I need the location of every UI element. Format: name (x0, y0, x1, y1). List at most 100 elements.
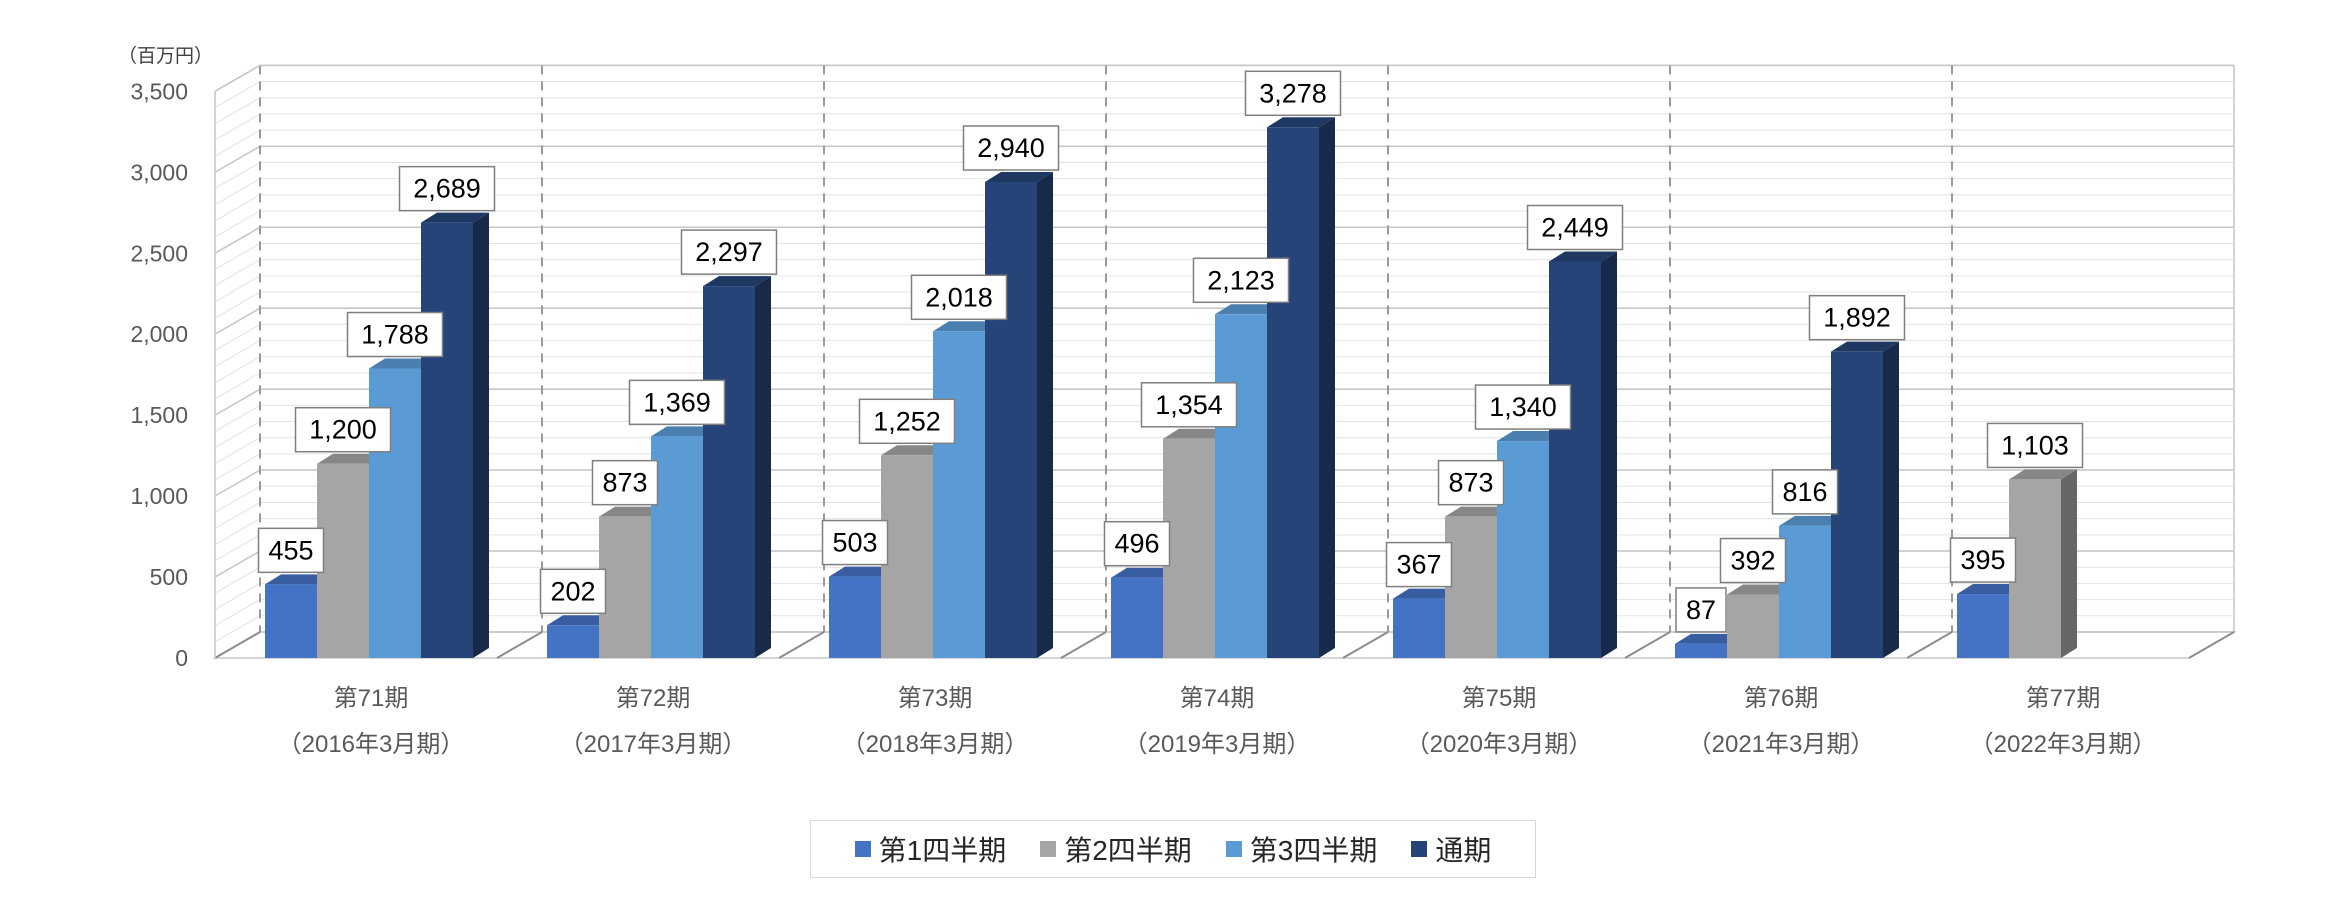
bar-top (265, 574, 333, 585)
floor-divider (496, 631, 543, 659)
data-label: 202 (539, 568, 607, 615)
bar (421, 212, 489, 659)
legend-item: 第1四半期 (854, 829, 1006, 869)
bar-top (1267, 117, 1335, 128)
legend-swatch (1225, 841, 1242, 857)
side-wall-gridline (214, 356, 261, 384)
data-label: 1,369 (628, 379, 726, 426)
data-label: 816 (1771, 469, 1839, 515)
data-label: 2,297 (680, 229, 778, 275)
data-label-text: 1,103 (2001, 430, 2069, 460)
data-label-text: 1,200 (309, 415, 377, 445)
bar (985, 172, 1053, 658)
bar-top (703, 276, 771, 287)
data-label-text: 873 (602, 468, 647, 498)
bar-top (1779, 515, 1847, 526)
data-label-text: 2,449 (1541, 213, 1609, 243)
bar-top (1163, 428, 1231, 439)
floor-divider (1624, 631, 1671, 659)
category-sublabel: （2016年3月期） (278, 731, 465, 758)
side-wall-gridline (214, 129, 261, 157)
category-sublabel: （2020年3月期） (1406, 731, 1593, 758)
data-label-text: 2,940 (977, 133, 1045, 163)
bar-side (1037, 172, 1053, 658)
legend-swatch (1411, 841, 1428, 857)
side-wall-gridline (214, 372, 261, 400)
data-label-box (1140, 382, 1238, 428)
category-sublabel: （2017年3月期） (560, 731, 747, 758)
bar-front (1497, 441, 1549, 658)
data-label: 1,892 (1808, 294, 1906, 341)
data-label-text: 367 (1396, 550, 1441, 580)
side-wall-gridline (214, 469, 261, 497)
bar-top (829, 566, 897, 577)
side-wall-gridline (214, 210, 261, 238)
category-label: 第77期 (2026, 685, 2101, 712)
data-label-text: 503 (832, 528, 877, 558)
data-label-box (910, 274, 1008, 321)
side-wall-gridline (214, 388, 261, 416)
bar-top (1497, 431, 1565, 442)
side-wall-gridline (214, 340, 261, 368)
data-label-box (628, 379, 726, 426)
bar-top (421, 212, 489, 223)
data-label-text: 2,018 (925, 282, 993, 312)
bar-front (421, 222, 473, 659)
data-label: 87 (1675, 587, 1727, 633)
data-label: 392 (1719, 537, 1787, 584)
bar-front (265, 584, 317, 658)
bar-front (1163, 438, 1215, 658)
data-label-text: 392 (1730, 546, 1775, 576)
bar-top (2009, 469, 2077, 480)
bar-front (829, 576, 881, 658)
data-label-text: 496 (1114, 529, 1159, 559)
bar-top (881, 445, 949, 456)
data-label: 1,788 (346, 311, 444, 358)
floor-divider (214, 631, 261, 659)
y-tick-label: 3,500 (130, 78, 188, 104)
bar-front (2009, 479, 2061, 658)
side-wall-gridline (214, 566, 261, 594)
side-wall-gridline (214, 437, 261, 465)
bar-top (1111, 567, 1179, 578)
bar-top (369, 358, 437, 369)
bar-top (1727, 584, 1795, 595)
bar-front (881, 455, 933, 658)
bar-front (547, 625, 599, 658)
data-label-text: 455 (268, 535, 313, 565)
side-wall-gridline (214, 307, 261, 335)
data-label-text: 2,689 (413, 174, 481, 204)
data-label-box (821, 519, 889, 566)
data-label: 367 (1385, 541, 1453, 588)
side-wall-gridline (214, 291, 261, 319)
bar (2009, 469, 2077, 658)
data-label: 1,340 (1474, 384, 1572, 430)
data-label-box (1719, 537, 1787, 584)
side-wall-gridline (214, 453, 261, 481)
data-label-box (294, 406, 392, 453)
data-label-box (1192, 257, 1290, 304)
side-wall-gridline (214, 178, 261, 206)
data-label-text: 1,354 (1155, 390, 1223, 420)
floor-divider (778, 631, 825, 659)
bar-front (317, 463, 369, 658)
y-tick-label: 0 (175, 645, 188, 671)
data-label-text: 1,340 (1489, 392, 1557, 422)
data-label: 2,123 (1192, 257, 1290, 304)
legend: 第1四半期 第2四半期 第3四半期 通期 (810, 820, 1536, 878)
y-tick-label: 1,500 (130, 402, 188, 428)
bar-front (703, 286, 755, 658)
bar-side (1319, 117, 1335, 658)
bar-side (473, 212, 489, 659)
bar-front (651, 436, 703, 658)
data-label-box (1808, 294, 1906, 341)
legend-label: 第2四半期 (1064, 835, 1192, 866)
data-label-text: 87 (1686, 595, 1716, 625)
data-label-box (1103, 520, 1171, 567)
data-label-box (1986, 422, 2084, 469)
y-tick-label: 3,000 (130, 159, 188, 185)
floor-divider (1342, 631, 1389, 659)
bar-top (1957, 584, 2025, 595)
data-label-text: 1,252 (873, 406, 941, 436)
y-axis-unit-label: （百万円） (118, 45, 213, 67)
